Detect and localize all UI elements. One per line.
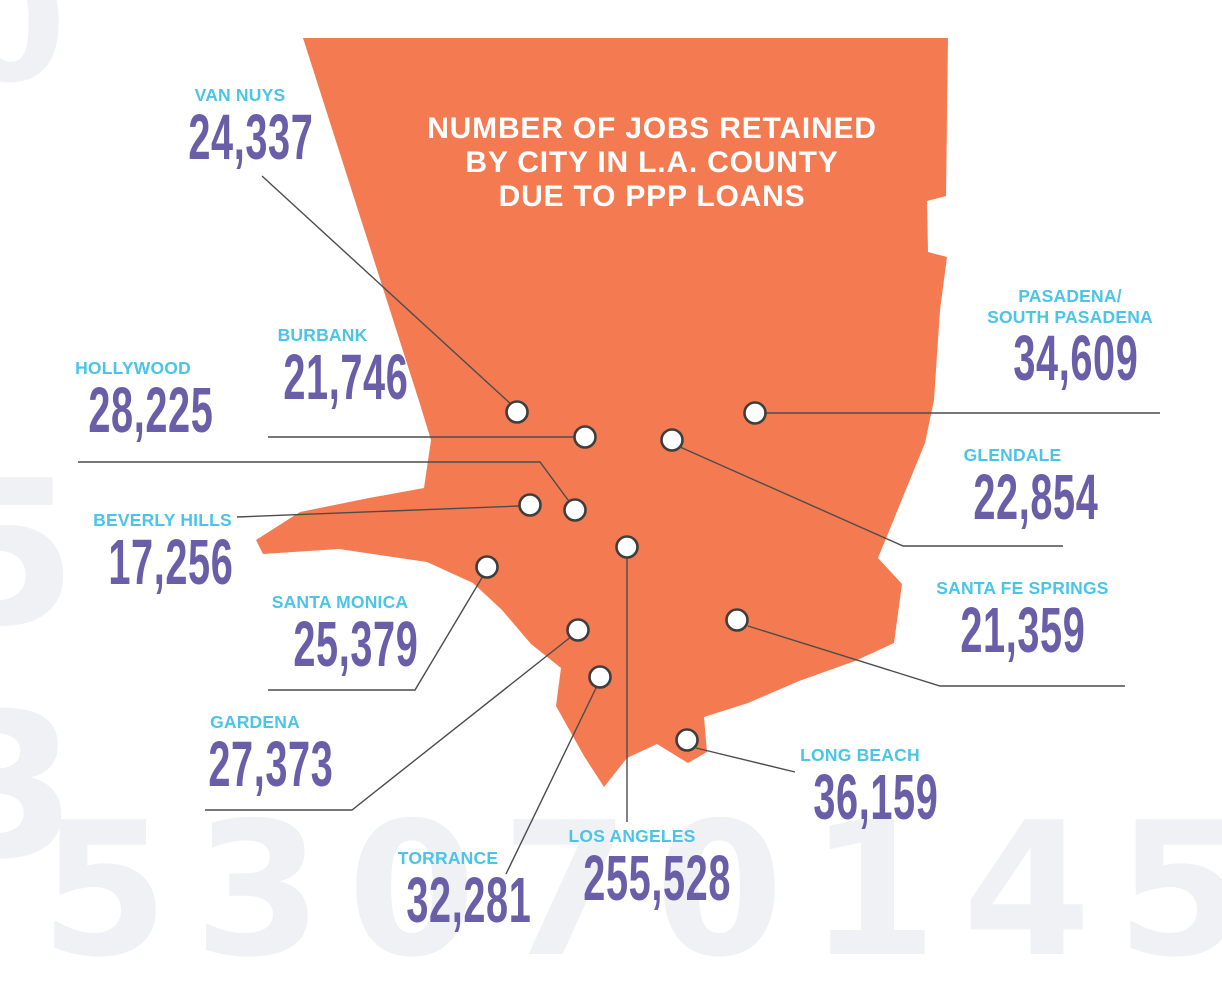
chart-title-line: DUE TO PPP LOANS (498, 180, 806, 213)
watermark-digits: 53070145 (40, 782, 1222, 986)
city-marker-burbank (573, 425, 597, 449)
leader-line-glendale (679, 446, 1063, 547)
leader-line-beverly-hills (236, 505, 520, 518)
chart-title: NUMBER OF JOBS RETAINED BY CITY IN L.A. C… (412, 112, 892, 214)
leader-line-gardena (205, 635, 573, 811)
city-marker-santa-fe-springs (725, 608, 749, 632)
chart-title-line: NUMBER OF JOBS RETAINED (427, 112, 877, 145)
city-marker-long-beach (675, 728, 699, 752)
leader-line-torrance (505, 685, 598, 875)
watermark-digit: 0 (0, 0, 67, 118)
leader-line-hollywood (78, 461, 572, 505)
la-county-shape (256, 38, 948, 787)
city-marker-glendale (660, 428, 684, 452)
city-marker-santa-monica (475, 555, 499, 579)
watermark-digit: 5 (0, 438, 78, 671)
leader-line-long-beach (695, 747, 796, 773)
city-marker-van-nuys (505, 400, 529, 424)
city-marker-hollywood (563, 498, 587, 522)
leader-line-santa-fe-springs (747, 625, 1125, 687)
leader-line-santa-monica (268, 575, 484, 691)
city-marker-gardena (566, 618, 590, 642)
leader-line-van-nuys (261, 175, 514, 407)
city-marker-torrance (588, 665, 612, 689)
city-marker-los-angeles (615, 535, 639, 559)
chart-title-line: BY CITY IN L.A. COUNTY (465, 146, 839, 179)
city-marker-beverly-hills (518, 493, 542, 517)
watermark-digit: 3 (0, 671, 78, 904)
city-marker-pasadena-south-pasadena (743, 401, 767, 425)
